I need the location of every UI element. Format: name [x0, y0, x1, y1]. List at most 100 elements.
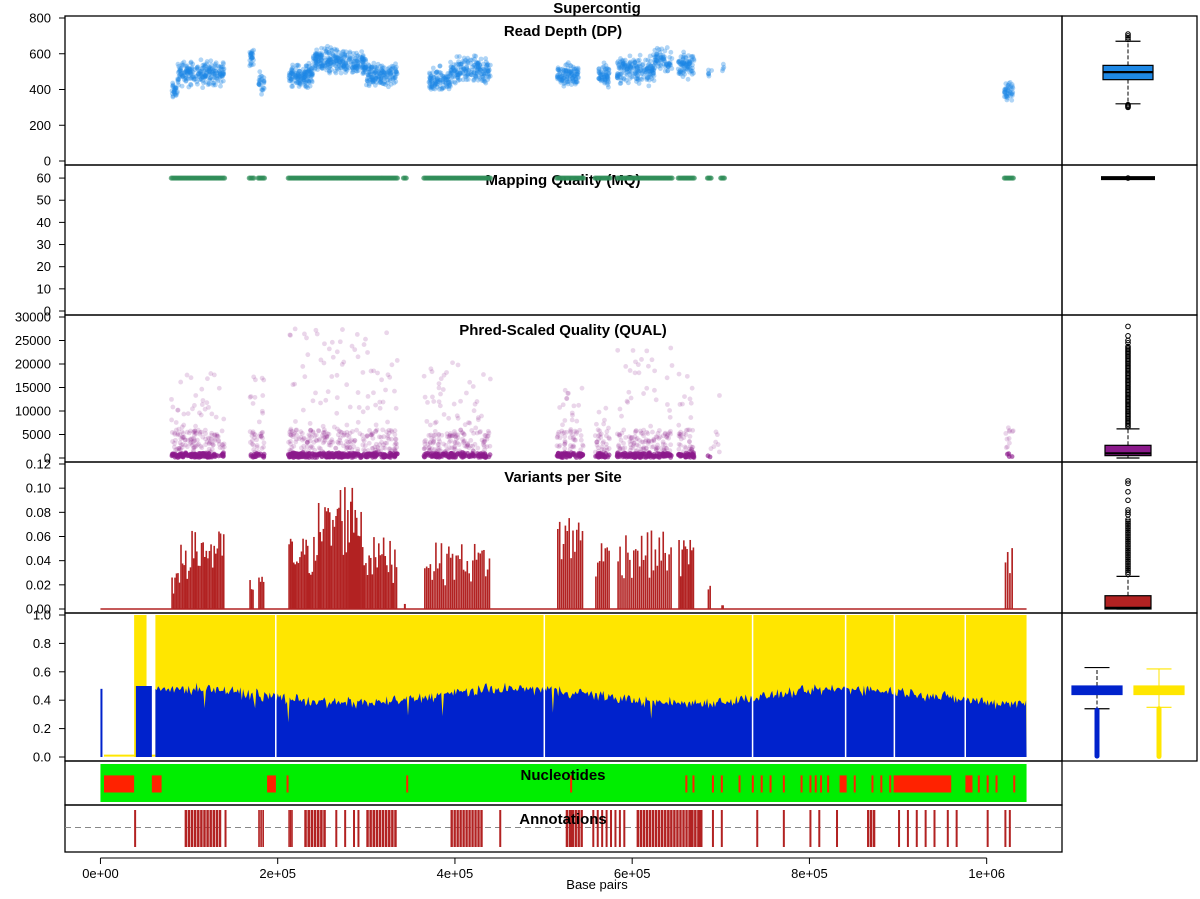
dp-point — [370, 77, 376, 83]
dp-point — [303, 71, 309, 77]
dp-point — [304, 77, 310, 82]
dp-point — [314, 61, 320, 67]
vps-bar — [451, 553, 454, 609]
dp-point — [207, 69, 213, 75]
qual-point — [389, 362, 395, 368]
annotation-feature — [357, 810, 360, 847]
dp-point — [318, 60, 324, 66]
qual-point — [293, 427, 299, 433]
vps-bar — [378, 543, 380, 609]
dp-point — [171, 87, 177, 93]
vps-bar — [636, 550, 639, 609]
dp-point — [217, 71, 223, 77]
dp-point — [301, 74, 307, 80]
dp-point — [633, 69, 639, 75]
qual-point — [615, 347, 621, 353]
mq-point — [403, 175, 409, 181]
qual-point — [214, 433, 219, 439]
vps-bar — [664, 552, 666, 609]
dp-point — [247, 49, 253, 55]
dp-point — [183, 78, 189, 84]
y-tick-label: 10000 — [15, 404, 51, 419]
annotation-feature — [197, 810, 200, 847]
dp-point — [173, 85, 178, 91]
dp-point — [179, 83, 185, 89]
dp-point — [292, 75, 298, 81]
qual-point — [329, 339, 335, 345]
qual-point — [190, 440, 196, 446]
y-tick-label: 20000 — [15, 357, 51, 372]
vps-bar — [302, 538, 304, 609]
qual-point — [677, 402, 683, 407]
dp-point — [217, 70, 223, 76]
dp-point — [169, 88, 175, 94]
dp-point — [304, 67, 309, 73]
qual-point — [382, 454, 387, 459]
qual-point — [676, 441, 682, 447]
qual-point — [453, 433, 459, 438]
box-outlier — [1094, 753, 1100, 759]
x-tick-label: 1e+06 — [968, 866, 1005, 881]
dp-point — [189, 70, 194, 76]
qual-point — [372, 444, 378, 450]
qual-point — [438, 391, 443, 397]
qual-point — [370, 451, 376, 457]
dp-point — [192, 67, 198, 73]
qual-point — [441, 412, 447, 417]
qual-point — [617, 406, 623, 412]
dp-point — [485, 62, 491, 68]
dp-point — [219, 66, 224, 72]
dp-point — [171, 89, 177, 94]
vps-bar — [681, 549, 684, 609]
qual-point — [431, 451, 436, 456]
vps-bar — [654, 549, 657, 609]
qual-point — [288, 448, 294, 453]
dp-point — [464, 66, 470, 72]
vps-bar — [479, 553, 482, 609]
dp-point — [306, 60, 312, 66]
qual-point — [350, 429, 355, 434]
dp-point — [195, 81, 200, 87]
nucleotide-missing — [151, 775, 162, 793]
qual-point — [254, 444, 260, 450]
qual-point — [375, 448, 380, 454]
qual-point — [630, 348, 636, 353]
dp-point — [627, 53, 633, 59]
annotation-feature — [915, 810, 918, 847]
dp-point — [185, 68, 191, 74]
dp-point — [307, 69, 313, 75]
qual-point — [355, 390, 361, 395]
qual-point — [206, 441, 212, 446]
qual-point — [354, 332, 360, 337]
qual-point — [424, 418, 430, 424]
dp-point — [198, 76, 204, 82]
vps-bar — [1004, 562, 1007, 609]
qual-point — [597, 428, 602, 434]
dp-point — [169, 91, 175, 97]
qual-point — [574, 418, 580, 424]
mq-point — [580, 175, 587, 181]
dp-point — [220, 70, 226, 76]
dp-point — [336, 61, 342, 67]
qual-point — [562, 438, 568, 444]
dp-point — [198, 77, 204, 82]
qual-point — [304, 439, 310, 445]
dp-point — [202, 67, 208, 73]
dp-point — [290, 71, 296, 77]
dp-point — [288, 71, 293, 77]
dp-point — [198, 57, 204, 63]
dp-point — [204, 70, 209, 76]
dp-point — [189, 65, 195, 70]
qual-point — [455, 362, 461, 368]
dp-point — [178, 65, 184, 71]
dp-point — [288, 76, 294, 82]
qual-point — [288, 441, 293, 447]
dp-point — [195, 66, 200, 72]
nucleotide-missing — [965, 775, 973, 793]
dp-point — [212, 63, 218, 69]
dp-point — [286, 75, 292, 81]
dp-point — [309, 78, 315, 84]
dp-point — [195, 64, 201, 70]
dp-point — [188, 60, 194, 66]
qual-point — [574, 452, 580, 458]
